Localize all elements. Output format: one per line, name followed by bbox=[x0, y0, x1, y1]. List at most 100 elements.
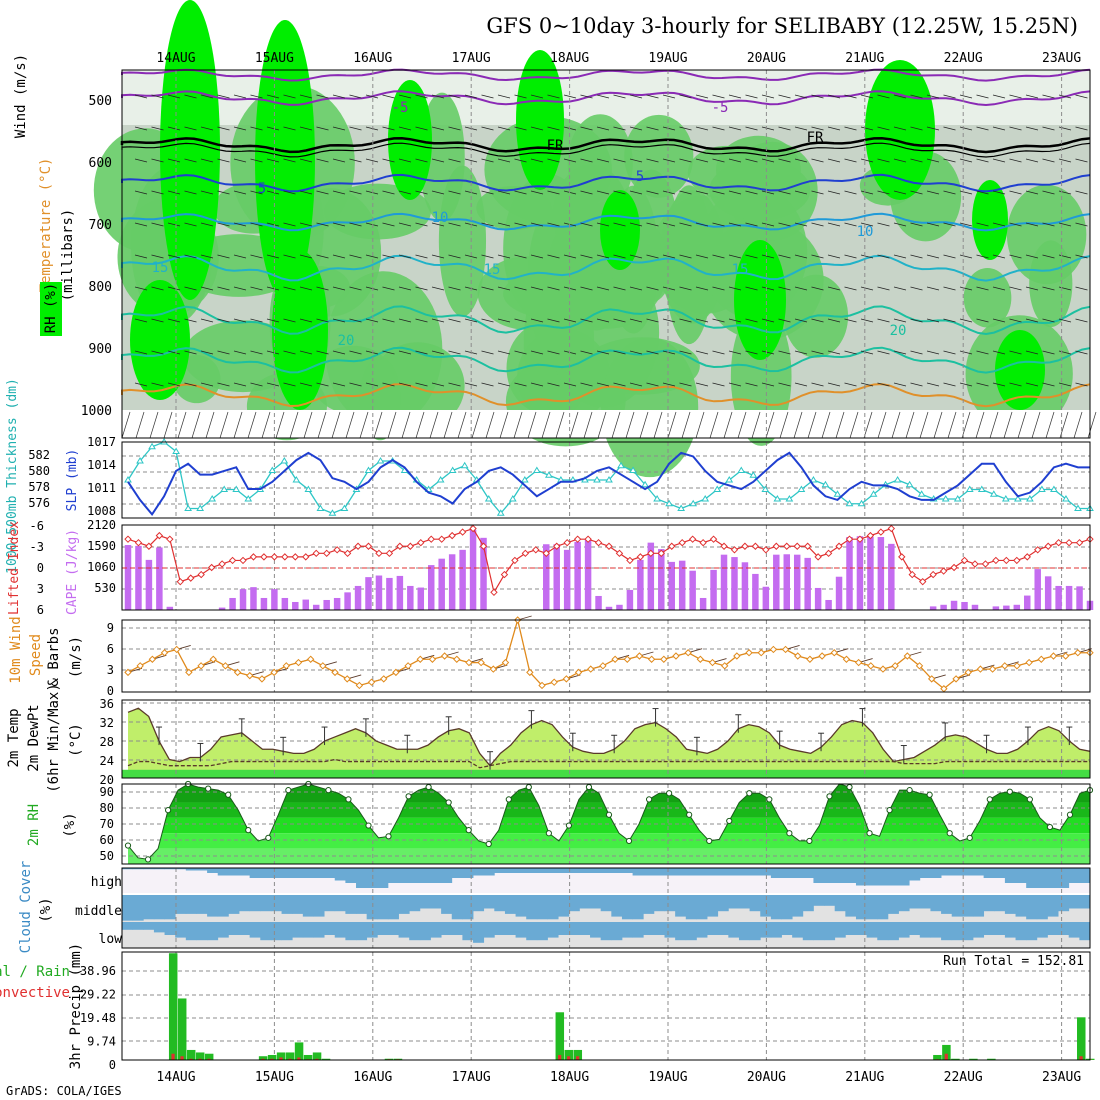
cloud-high-cell bbox=[441, 868, 453, 883]
cloud-middle-cell bbox=[1047, 895, 1059, 917]
bottom-date-label: 14AUG bbox=[156, 1070, 195, 1085]
cloud-middle-cell bbox=[356, 895, 368, 914]
precip-total-bar bbox=[267, 1054, 277, 1060]
wind-speed-marker bbox=[672, 652, 680, 660]
wind-barb bbox=[151, 158, 164, 163]
wind-barb bbox=[992, 382, 1006, 387]
thickness-marker bbox=[749, 471, 758, 478]
wind-barb bbox=[728, 286, 742, 291]
lifted-index-marker bbox=[228, 556, 237, 565]
lifted-index-marker bbox=[856, 535, 864, 543]
wind-barb bbox=[481, 286, 494, 291]
wind-barb bbox=[712, 222, 725, 227]
wind-barb bbox=[365, 382, 379, 387]
cloud-middle-cell bbox=[270, 895, 282, 912]
wind-barb bbox=[415, 254, 428, 259]
cape-bar bbox=[668, 561, 675, 610]
wind-speed-marker bbox=[197, 662, 205, 670]
wind-barb bbox=[613, 190, 626, 195]
wind-barb bbox=[316, 222, 329, 227]
wind-speed-marker bbox=[708, 658, 717, 667]
precip-total-bar bbox=[186, 1049, 196, 1060]
thickness-marker bbox=[508, 495, 517, 502]
cloud-high-cell bbox=[621, 868, 633, 873]
top-date-label: 19AUG bbox=[648, 51, 687, 66]
surface-barb bbox=[779, 411, 789, 439]
cloud-low-cell bbox=[1079, 922, 1091, 941]
thickness-marker bbox=[725, 476, 734, 483]
cloud-low-cell bbox=[866, 922, 878, 938]
cloud-middle-cell bbox=[632, 895, 644, 920]
wind-barb bbox=[332, 94, 346, 99]
wind-barb bbox=[431, 382, 445, 387]
wind-barb bbox=[910, 318, 923, 323]
cloud-middle-cell bbox=[760, 895, 772, 917]
li-tick: 6 bbox=[37, 603, 44, 617]
wind-tick: 9 bbox=[107, 621, 114, 635]
surface-barb bbox=[429, 411, 439, 439]
wind-barb bbox=[1058, 286, 1072, 291]
wind-barb bbox=[679, 94, 692, 99]
thickness-marker bbox=[941, 495, 950, 502]
wind-barb bbox=[811, 286, 824, 291]
rh-marker bbox=[625, 837, 633, 845]
wind-barb bbox=[530, 222, 544, 227]
cape-bar bbox=[145, 559, 153, 610]
wind-barb bbox=[712, 382, 725, 387]
cloud-high-cell bbox=[643, 868, 655, 876]
slp-tick: 1011 bbox=[87, 481, 116, 495]
surface-barb bbox=[1017, 411, 1027, 439]
lifted-index-marker bbox=[950, 563, 958, 572]
wind-barb bbox=[662, 382, 676, 387]
wind-barb bbox=[580, 94, 593, 99]
cloud-high-cell bbox=[579, 868, 591, 873]
wind-barb bbox=[662, 158, 676, 163]
cloud-low-cell bbox=[792, 922, 804, 938]
wind-barb bbox=[794, 94, 808, 99]
wind-speed-marker bbox=[380, 675, 388, 683]
thickness-marker bbox=[1074, 504, 1082, 511]
precip-convective-bar bbox=[189, 1058, 193, 1060]
wind-barb bbox=[415, 126, 428, 131]
cloud-low-cell bbox=[270, 922, 282, 941]
wind-barb bbox=[629, 350, 643, 355]
wind-speed-marker bbox=[720, 662, 729, 670]
cloud-low-cell bbox=[356, 922, 368, 941]
cloud-high-cell bbox=[185, 868, 197, 871]
bottom-date-label: 17AUG bbox=[452, 1070, 491, 1085]
cloud-high-cell bbox=[122, 868, 134, 870]
wind-barb bbox=[151, 382, 164, 387]
wind-barb bbox=[415, 382, 428, 387]
lifted-index-marker bbox=[1075, 539, 1084, 547]
rh-moist-blob bbox=[370, 342, 465, 430]
wind-barb bbox=[1042, 382, 1055, 387]
wind-barb bbox=[943, 254, 956, 259]
wind-barb bbox=[662, 190, 676, 195]
wind-barb bbox=[299, 382, 313, 387]
cloud-low-cell bbox=[164, 922, 176, 935]
precip-total-bar bbox=[204, 1053, 214, 1060]
cape-bar bbox=[135, 545, 142, 610]
bottom-date-label: 22AUG bbox=[944, 1070, 983, 1085]
wind-barb bbox=[959, 94, 973, 99]
wind-barb bbox=[794, 254, 808, 259]
wind-barb bbox=[778, 190, 791, 195]
wind-speed-marker bbox=[806, 655, 814, 663]
rh-legend-label: RH (%) bbox=[43, 283, 59, 334]
cloud-middle-cell bbox=[1015, 895, 1027, 917]
wind-barb bbox=[943, 286, 956, 291]
rh-saturated-blob bbox=[972, 180, 1008, 260]
lifted-index-marker bbox=[479, 542, 488, 550]
wind-barb bbox=[299, 126, 313, 131]
cape-bar bbox=[595, 595, 602, 610]
cloud-middle-cell bbox=[324, 895, 336, 912]
cloud-high-cell bbox=[728, 868, 740, 876]
cloud-high-cell bbox=[515, 868, 527, 873]
wind-barb bbox=[563, 94, 577, 99]
wind-barb bbox=[151, 222, 164, 227]
thickness-marker bbox=[136, 457, 144, 464]
cloud-high-cell bbox=[494, 868, 506, 873]
lifted-index-marker bbox=[1044, 542, 1052, 550]
wind-barb bbox=[992, 190, 1006, 195]
wind-barb bbox=[134, 254, 148, 259]
